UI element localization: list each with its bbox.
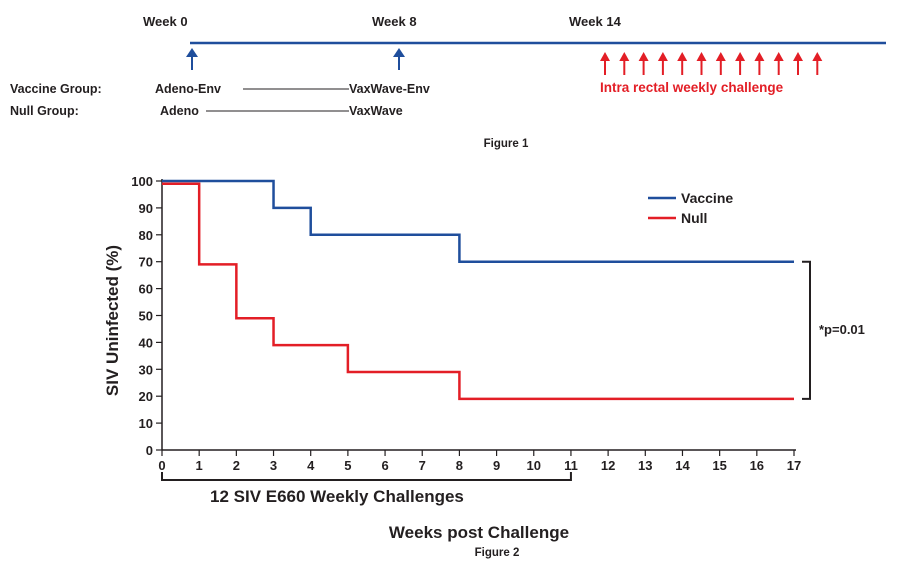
vaccine-group-label: Vaccine Group:	[10, 82, 102, 96]
challenge-arrow-icon	[638, 52, 649, 75]
x-tick-label: 11	[564, 458, 578, 473]
week-0-arrow-icon	[186, 48, 198, 70]
legend-vaccine-label: Vaccine	[681, 190, 733, 206]
y-tick-label: 10	[139, 416, 153, 431]
y-tick-label: 50	[139, 309, 153, 324]
chart-series	[162, 179, 794, 401]
series-line-null	[162, 182, 794, 401]
challenge-arrow-icon	[677, 52, 688, 75]
significance-label: *p=0.01	[819, 322, 865, 337]
y-tick-label: 90	[139, 201, 153, 216]
vaccine-boost-label: VaxWave-Env	[349, 82, 430, 96]
challenge-arrow-icon	[793, 52, 803, 75]
x-tick-label: 15	[712, 458, 726, 473]
y-tick-label: 70	[139, 255, 153, 270]
week-8-label: Week 8	[372, 14, 417, 29]
x-tick-label: 17	[787, 458, 801, 473]
week-14-label: Week 14	[569, 14, 622, 29]
x-tick-label: 1	[196, 458, 203, 473]
null-boost-label: VaxWave	[349, 104, 403, 118]
x-tick-label: 2	[233, 458, 240, 473]
x-tick-label: 12	[601, 458, 615, 473]
challenge-arrow-icon	[754, 52, 765, 75]
x-tick-label: 6	[381, 458, 388, 473]
legend-null-label: Null	[681, 210, 707, 226]
y-tick-label: 80	[139, 228, 153, 243]
challenge-arrow-icon	[619, 52, 630, 75]
challenge-arrow-icon	[812, 52, 823, 75]
week-0-label: Week 0	[143, 14, 188, 29]
challenge-bracket	[161, 472, 572, 481]
y-axis-title: SIV Uninfected (%)	[103, 245, 122, 396]
x-tick-label: 3	[270, 458, 277, 473]
challenge-arrow-icon	[696, 52, 707, 75]
x-tick-label: 9	[493, 458, 500, 473]
y-tick-label: 60	[139, 282, 153, 297]
significance-bracket	[802, 260, 811, 400]
challenge-arrows	[600, 52, 823, 75]
x-tick-label: 13	[638, 458, 652, 473]
figure1-caption: Figure 1	[484, 138, 529, 150]
x-tick-label: 7	[419, 458, 426, 473]
null-group-label: Null Group:	[10, 104, 79, 118]
vaccine-prime-label: Adeno-Env	[155, 82, 221, 96]
challenge-arrow-icon	[657, 52, 668, 75]
challenge-label: Intra rectal weekly challenge	[600, 80, 784, 95]
x-tick-label: 10	[527, 458, 541, 473]
x-tick-label: 0	[158, 458, 165, 473]
challenge-arrow-icon	[715, 52, 726, 75]
x-axis-title: Weeks post Challenge	[389, 523, 569, 542]
challenge-bracket-label: 12 SIV E660 Weekly Challenges	[210, 487, 464, 506]
y-tick-label: 30	[139, 362, 153, 377]
figure1-timeline: Week 0 Week 8 Week 14 Intra rectal weekl…	[10, 14, 886, 150]
series-line-vaccine	[162, 179, 794, 263]
x-tick-label: 16	[750, 458, 764, 473]
x-tick-label: 4	[307, 458, 315, 473]
null-prime-label: Adeno	[160, 104, 199, 118]
challenge-arrow-icon	[735, 52, 746, 75]
week-8-arrow-icon	[393, 48, 405, 70]
chart-legend: Vaccine Null	[648, 190, 733, 226]
y-tick-label: 0	[146, 443, 153, 458]
x-tick-label: 14	[675, 458, 690, 473]
y-tick-label: 100	[131, 174, 153, 189]
x-tick-label: 5	[344, 458, 351, 473]
x-tick-label: 8	[456, 458, 463, 473]
challenge-arrow-icon	[600, 52, 610, 75]
challenge-arrow-icon	[773, 52, 784, 75]
figure2-caption: Figure 2	[475, 547, 520, 559]
y-tick-label: 40	[139, 335, 153, 350]
y-tick-label: 20	[139, 389, 153, 404]
